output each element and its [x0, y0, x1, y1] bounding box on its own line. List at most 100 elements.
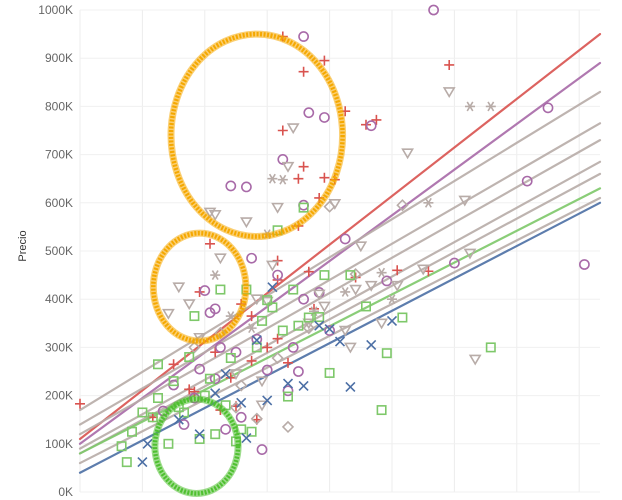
data-point: [261, 364, 273, 376]
data-point: [262, 295, 273, 306]
trend-line: [78, 32, 602, 441]
data-point: [225, 311, 236, 321]
data-point: [298, 293, 309, 305]
data-point: [281, 420, 295, 434]
data-point: [168, 376, 179, 387]
data-point: [349, 284, 362, 296]
data-point: [344, 342, 357, 354]
data-point: [184, 352, 195, 363]
data-point: [184, 384, 195, 395]
y-tick-label: 300K: [45, 340, 73, 354]
data-point: [397, 312, 408, 323]
y-tick-label: 800K: [45, 99, 73, 113]
data-point: [319, 270, 330, 281]
data-point: [350, 272, 361, 283]
data-point: [428, 4, 439, 16]
data-point: [463, 248, 477, 260]
data-point: [293, 320, 304, 331]
data-point: [345, 270, 356, 281]
data-point: [266, 260, 279, 272]
data-point: [324, 325, 335, 336]
highlight-circles: [149, 30, 347, 497]
y-tick-label: 1000K: [38, 3, 73, 17]
y-tick-label: 100K: [45, 437, 73, 451]
data-point: [458, 195, 472, 207]
y-axis: 0K 100K 200K 300K 400K 500K 600K 700K 800K 900K 10…: [38, 3, 73, 499]
data-point: [229, 369, 243, 380]
data-point: [225, 180, 237, 192]
data-point: [127, 426, 138, 437]
data-point: [189, 386, 200, 397]
highlight-circle-core: [152, 396, 241, 496]
data-point: [302, 318, 316, 330]
data-point: [246, 426, 257, 437]
y-tick-label: 200K: [45, 389, 73, 403]
data-point: [178, 419, 190, 430]
trend-line: [78, 201, 602, 474]
data-point: [354, 241, 368, 253]
data-point: [203, 207, 217, 219]
data-point: [312, 289, 326, 301]
data-point: [121, 457, 132, 468]
data-point: [340, 287, 351, 297]
data-point: [376, 267, 387, 278]
data-point: [298, 199, 309, 211]
data-point: [147, 412, 158, 423]
data-point: [210, 429, 221, 440]
data-point: [298, 31, 309, 42]
data-point: [272, 255, 283, 266]
data-point: [116, 441, 127, 452]
data-point: [283, 357, 293, 368]
data-point: [246, 311, 257, 322]
data-point: [236, 397, 247, 408]
data-point: [579, 259, 590, 270]
data-point: [214, 341, 226, 353]
data-point: [220, 423, 231, 435]
data-point: [390, 280, 404, 292]
data-point: [267, 282, 278, 293]
data-point: [262, 342, 273, 353]
data-point: [255, 400, 269, 412]
data-point: [179, 407, 190, 418]
data-point: [392, 265, 403, 276]
data-point: [246, 355, 257, 366]
data-point: [225, 353, 236, 364]
data-point: [208, 210, 222, 221]
data-point: [225, 372, 236, 383]
data-point: [210, 270, 221, 281]
data-points: [75, 4, 590, 468]
y-tick-label: 600K: [45, 196, 73, 210]
data-point: [229, 401, 243, 414]
data-point: [293, 173, 304, 184]
data-point: [246, 252, 257, 264]
data-point: [137, 407, 148, 418]
data-point: [209, 373, 221, 385]
data-point: [286, 123, 300, 135]
data-point: [272, 333, 283, 344]
data-point: [182, 299, 196, 311]
data-point: [349, 268, 362, 281]
data-point: [272, 269, 283, 281]
data-point: [396, 199, 409, 212]
y-axis-title: Precio: [17, 230, 29, 261]
data-point: [381, 348, 392, 359]
data-point: [448, 257, 460, 269]
data-point: [271, 351, 284, 365]
data-point: [251, 335, 262, 346]
data-point: [334, 336, 346, 347]
data-point: [240, 217, 253, 229]
data-point: [314, 320, 325, 331]
data-point: [205, 238, 215, 249]
data-point: [235, 379, 248, 392]
data-point: [260, 296, 274, 308]
data-point: [309, 306, 319, 317]
data-point: [282, 378, 294, 389]
data-point: [288, 284, 299, 295]
trend-line: [78, 90, 602, 412]
data-point: [401, 148, 414, 160]
data-point: [256, 315, 267, 326]
data-point: [521, 175, 533, 187]
data-point: [282, 385, 294, 397]
data-point: [339, 233, 351, 245]
